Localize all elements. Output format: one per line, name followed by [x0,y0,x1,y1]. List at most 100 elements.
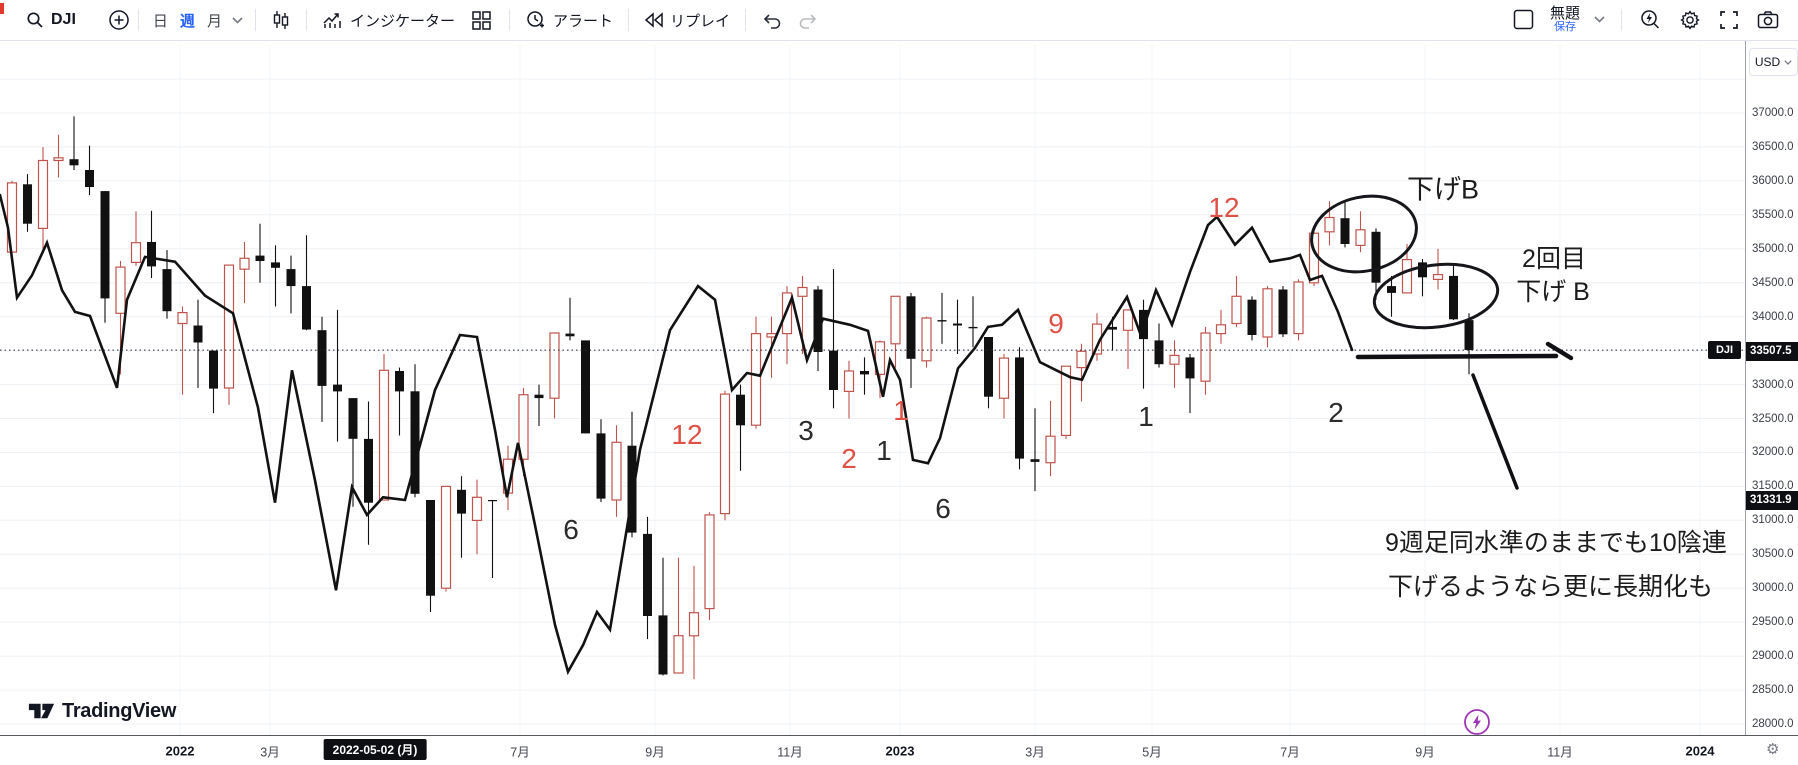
symbol-button[interactable]: DJI [51,11,76,28]
candle-body [1015,357,1024,459]
candle-body [53,157,64,162]
candle-body [1293,281,1304,335]
fullscreen-icon[interactable] [1710,10,1748,30]
count-number-drawing[interactable]: 2 [841,443,857,474]
candle-body [1076,350,1087,369]
axis-settings-gear-icon[interactable]: ⚙ [1766,741,1780,758]
price-axis-label: 31500.0 [1752,480,1794,493]
lightning-mode-button[interactable] [1463,708,1491,736]
layout-grid-icon[interactable] [462,10,501,30]
candle-body [797,286,808,297]
interval-day-button[interactable]: 日 [152,12,168,30]
candle-body [736,394,745,426]
interval-week-button[interactable]: 週 [179,12,195,30]
currency-selector[interactable]: USD [1749,48,1798,76]
time-axis[interactable]: 2022 3月 7月 9月 11月 2023 3月 5月 7月 9月 11月 2024 2022-05… [0,735,1798,765]
count-number-drawing[interactable]: 2 [1328,397,1344,428]
count-number-drawing[interactable]: 12 [1208,192,1240,223]
candle-body [239,257,250,270]
candle-body [37,159,49,230]
ellipse-drawing[interactable] [1304,187,1423,281]
candle-body [688,612,700,637]
search-icon[interactable] [26,11,44,29]
candle-body [1449,275,1458,320]
candle-body [100,191,110,299]
layout-title-block[interactable]: 無題 保存 [1550,6,1580,33]
replay-button[interactable]: リプレイ [637,4,737,36]
count-number-drawing[interactable]: 6 [563,514,579,545]
indicators-button[interactable]: インジケーター [315,4,462,36]
count-number-drawing[interactable]: 1 [876,435,892,466]
count-number-drawing[interactable]: 3 [798,415,814,446]
text-drawing[interactable]: 下げ B [1516,278,1590,306]
trendline-price-badge: 31331.9 [1746,490,1798,510]
tradingview-logo[interactable]: TradingView [28,699,176,723]
settings-gear-icon[interactable] [1670,9,1710,31]
support-line-drawing[interactable] [1355,353,1559,360]
edge-red-marker [0,3,4,14]
down-projection-line-drawing[interactable] [1471,373,1519,490]
overlay-trend-line-drawing[interactable] [0,193,1354,676]
candle-body [1247,299,1257,335]
add-compare-icon[interactable] [108,9,130,31]
time-axis-label: 2024 [1685,743,1715,759]
candle-body [1432,274,1444,281]
redo-icon[interactable] [790,12,826,29]
ellipse-drawing[interactable] [1371,258,1502,335]
layout-chevron-down-icon[interactable] [1586,16,1613,24]
layout-title[interactable]: 無題 [1549,5,1580,23]
candle-body [581,340,590,434]
interval-month-button[interactable]: 月 [206,12,222,30]
candle-body [1324,216,1335,233]
candle-body [348,398,358,439]
candle-body [1169,354,1180,365]
candle-body [255,255,265,261]
candle-body [271,262,280,268]
support-line-tick[interactable] [1545,341,1574,361]
candle-body [1108,326,1117,330]
count-number-drawing[interactable]: 12 [671,419,703,450]
candle-body [1200,332,1211,382]
camera-snapshot-icon[interactable] [1748,10,1788,30]
candle-body [998,357,1010,399]
count-number-drawing[interactable]: 1 [1138,401,1154,432]
candle-body [860,371,869,375]
count-number-drawing[interactable]: 9 [1048,308,1064,339]
candle-body [1355,229,1366,247]
time-axis-label: 3月 [1025,745,1045,760]
text-drawing[interactable]: 下げるようなら更に長期化も [1388,573,1714,601]
price-axis-label: 33000.0 [1752,378,1794,391]
candle-body [115,266,126,314]
undo-icon[interactable] [754,12,790,29]
candle-body [673,635,684,674]
count-number-drawing[interactable]: 6 [935,493,951,524]
layout-single-icon[interactable] [1503,9,1544,30]
count-number-drawing[interactable]: 1 [893,395,909,426]
candle-body [549,332,560,399]
text-drawing[interactable]: 9週足同水準のままでも10陰連 [1385,529,1727,557]
time-axis-label: 3月 [260,745,280,760]
save-button[interactable]: 保存 [1553,21,1576,34]
candle-body [177,312,188,325]
candle-body [426,500,435,596]
chart-style-candles-icon[interactable] [264,9,298,31]
candle-body [209,350,218,389]
text-drawing[interactable]: 2回目 [1522,245,1586,273]
candle-body [750,333,762,426]
candle-body [766,333,777,338]
quick-search-icon[interactable] [1630,9,1670,31]
price-axis[interactable]: USD 37000.0 36500.0 36000.0 35500.0 35000.0 3… [1745,40,1798,735]
alert-button[interactable]: アラート [518,4,620,36]
time-axis-label: 2022 [165,743,195,759]
candle-body [921,317,932,362]
price-axis-label: 36500.0 [1752,140,1794,153]
candle-body [953,323,962,326]
candle-body [162,269,172,312]
text-drawing[interactable]: 下げB [1406,174,1480,205]
last-price-badge: 33507.5 [1746,341,1798,361]
candle-body [829,350,838,390]
candle-body [1278,289,1288,335]
interval-chevron-down-icon[interactable] [228,16,247,24]
